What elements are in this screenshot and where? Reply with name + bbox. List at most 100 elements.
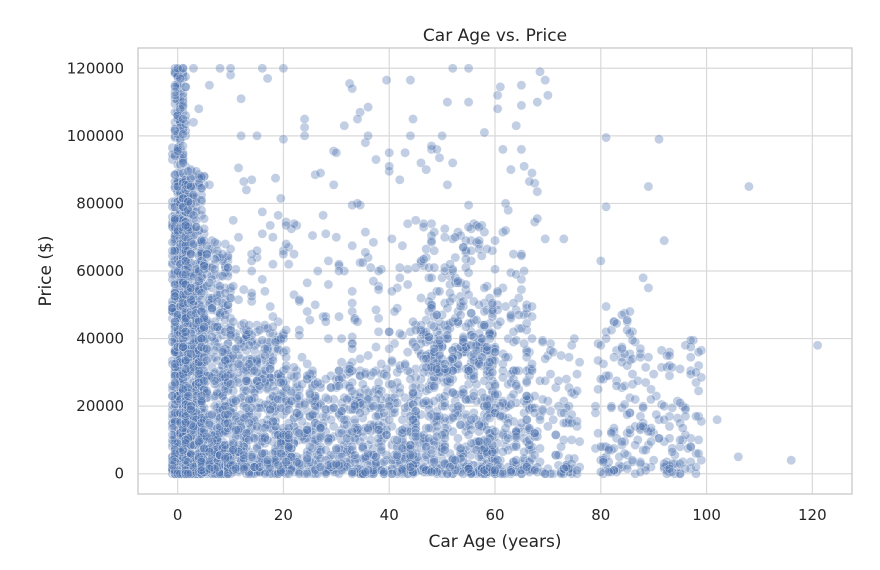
scatter-point: [294, 330, 305, 341]
scatter-point: [487, 367, 498, 378]
scatter-point: [265, 220, 276, 231]
scatter-point: [167, 306, 178, 317]
scatter-point: [664, 433, 675, 444]
scatter-point: [283, 259, 294, 270]
scatter-point: [540, 375, 551, 386]
scatter-point: [180, 418, 191, 428]
scatter-point: [360, 467, 371, 477]
scatter-point: [524, 176, 535, 187]
scatter-point: [455, 443, 466, 454]
scatter-point: [304, 441, 315, 452]
scatter-point: [556, 350, 566, 361]
scatter-point: [394, 174, 405, 185]
scatter-point: [172, 146, 183, 156]
x-tick-label: 120: [798, 506, 827, 524]
scatter-point: [209, 254, 220, 265]
scatter-point: [384, 326, 395, 337]
scatter-point: [304, 315, 315, 325]
scatter-point: [429, 262, 440, 273]
scatter-point: [479, 375, 490, 386]
scatter-point: [178, 129, 188, 140]
scatter-point: [360, 227, 371, 237]
scatter-point: [283, 429, 294, 440]
scatter-point: [675, 364, 685, 374]
scatter-point: [212, 321, 223, 332]
scatter-point: [471, 315, 482, 325]
scatter-point: [397, 240, 408, 251]
scatter-point: [421, 164, 432, 175]
scatter-point: [405, 462, 416, 472]
scatter-point: [246, 174, 257, 185]
scatter-point: [167, 391, 178, 401]
scatter-point: [183, 391, 194, 401]
scatter-point: [453, 276, 463, 286]
scatter-point: [167, 358, 178, 369]
scatter-point: [215, 63, 225, 74]
scatter-point: [257, 206, 268, 217]
scatter-point: [233, 335, 244, 346]
scatter-point: [479, 320, 490, 330]
scatter-point: [244, 340, 254, 351]
scatter-point: [667, 446, 678, 457]
scatter-point: [484, 333, 495, 344]
scatter-point: [519, 338, 529, 349]
scatter-point: [312, 377, 323, 388]
x-tick-label: 0: [173, 506, 183, 524]
scatter-point: [405, 450, 416, 460]
scatter-point: [511, 455, 522, 466]
scatter-point: [516, 144, 527, 155]
scatter-point: [471, 445, 482, 455]
scatter-point: [336, 406, 347, 417]
scatter-point: [405, 374, 416, 384]
scatter-point: [236, 130, 246, 141]
scatter-point: [355, 387, 365, 398]
scatter-point: [495, 411, 506, 422]
scatter-point: [505, 467, 516, 477]
scatter-point: [347, 468, 358, 479]
scatter-point: [611, 318, 622, 329]
scatter-point: [646, 394, 656, 405]
x-tick-label: 40: [380, 506, 399, 524]
scatter-point: [209, 264, 220, 275]
scatter-point: [410, 325, 421, 335]
scatter-point: [175, 239, 186, 249]
y-tick-label: 60000: [76, 262, 124, 280]
scatter-point: [397, 424, 408, 435]
scatter-point: [347, 200, 358, 210]
scatter-point: [490, 380, 500, 391]
scatter-point: [281, 220, 291, 231]
scatter-point: [170, 93, 180, 104]
scatter-point: [254, 462, 265, 472]
scatter-point: [196, 456, 207, 467]
x-tick-label: 60: [485, 506, 504, 524]
scatter-point: [225, 293, 236, 303]
scatter-point: [178, 149, 188, 160]
scatter-point: [167, 303, 178, 314]
data-points: [167, 63, 823, 479]
scatter-point: [516, 250, 527, 261]
scatter-point: [236, 93, 246, 104]
scatter-point: [400, 147, 410, 158]
scatter-point: [508, 389, 519, 400]
scatter-point: [627, 335, 638, 346]
scatter-point: [326, 382, 336, 393]
scatter-point: [196, 294, 207, 305]
scatter-point: [439, 223, 450, 234]
scatter-point: [257, 335, 268, 346]
scatter-point: [170, 316, 180, 327]
scatter-point: [386, 286, 397, 297]
y-axis-title: Price ($): [36, 236, 56, 307]
scatter-point: [170, 201, 180, 212]
scatter-point: [347, 240, 358, 251]
scatter-point: [468, 331, 479, 342]
scatter-point: [241, 184, 252, 195]
scatter-point: [455, 419, 466, 430]
scatter-point: [307, 409, 318, 420]
scatter-point: [622, 325, 633, 335]
scatter-point: [685, 441, 696, 452]
scatter-point: [170, 63, 180, 74]
scatter-point: [392, 397, 403, 408]
scatter-point: [572, 465, 582, 476]
scatter-point: [334, 266, 344, 276]
scatter-point: [630, 440, 641, 450]
